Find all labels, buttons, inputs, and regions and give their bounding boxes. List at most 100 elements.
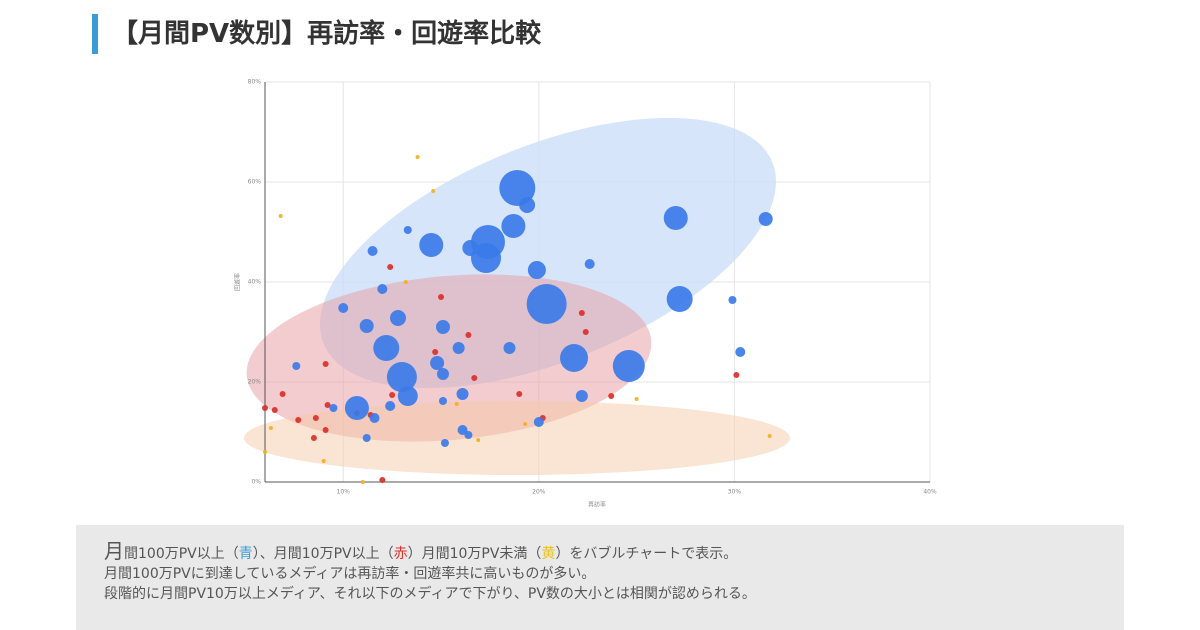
- bubble: [360, 480, 365, 484]
- bubble: [527, 261, 546, 279]
- bubble: [471, 375, 478, 381]
- y-tick-label: 0%: [251, 479, 261, 486]
- bubble: [499, 170, 536, 206]
- bubble: [438, 397, 447, 405]
- bubble: [338, 303, 349, 313]
- caption-text: 間100万PV以上（: [124, 546, 239, 562]
- bubble: [279, 391, 286, 397]
- bubble: [634, 397, 639, 401]
- y-tick-label: 20%: [248, 379, 262, 386]
- x-tick-label: 10%: [337, 489, 351, 496]
- bubble: [386, 362, 417, 392]
- bubble: [516, 391, 523, 397]
- bubble: [430, 356, 445, 370]
- bubble: [419, 233, 444, 257]
- x-tick-label: 40%: [923, 489, 937, 496]
- bubble: [733, 372, 740, 378]
- bubble: [271, 407, 278, 413]
- caption-text: 赤: [393, 546, 408, 562]
- bubble: [278, 214, 283, 218]
- bubble: [362, 434, 371, 442]
- bubble: [465, 332, 472, 338]
- bubble: [321, 459, 326, 463]
- bubble: [608, 393, 615, 399]
- bubble: [385, 401, 396, 411]
- bubble: [389, 392, 396, 398]
- caption-text: 青: [238, 546, 253, 562]
- bubble: [728, 296, 737, 304]
- caption-text: ）をバブルチャートで表示。: [555, 546, 738, 562]
- bubble: [390, 310, 406, 326]
- bubble: [322, 427, 329, 433]
- bubble: [369, 413, 380, 423]
- bubble: [454, 402, 459, 406]
- bubble: [735, 347, 746, 357]
- y-tick-label: 40%: [248, 279, 262, 286]
- bubble: [471, 243, 502, 273]
- bubble: [462, 240, 479, 256]
- bubble: [292, 362, 301, 370]
- bubble: [403, 226, 412, 234]
- x-tick-label: 20%: [532, 489, 546, 496]
- bubble: [457, 425, 468, 435]
- bubble: [310, 435, 317, 441]
- bubble: [262, 405, 268, 411]
- slide-title: 【月間PV数別】再訪率・回遊率比較: [92, 14, 541, 54]
- bubble: [533, 417, 544, 427]
- y-tick-label: 80%: [248, 79, 262, 86]
- caption: 月間100万PV以上（青）、月間10万PV以上（赤）月間10万PV未満（黄）をバ…: [76, 525, 1124, 630]
- bubble: [344, 396, 369, 420]
- bubble: [464, 431, 473, 439]
- bubble: [435, 320, 450, 334]
- caption-text: 月: [104, 539, 124, 563]
- bubble: [329, 404, 338, 412]
- bubble: [263, 450, 267, 454]
- bubble: [377, 284, 388, 294]
- caption-text: ）月間10万PV未満（: [407, 546, 542, 562]
- caption-text: 黄: [541, 546, 556, 562]
- caption-line: 月間100万PVに到達しているメディアは再訪率・回遊率共に高いものが多い。: [104, 566, 596, 582]
- bubble: [432, 349, 439, 355]
- bubble: [666, 286, 693, 312]
- bubble: [324, 402, 331, 408]
- x-tick-label: 30%: [728, 489, 742, 496]
- caption-line: 段階的に月間PV10万以上メディア、それ以下のメディアで下がり、PV数の大小とは…: [104, 586, 756, 602]
- bubble: [612, 350, 645, 382]
- bubble: [523, 422, 528, 426]
- bubble: [367, 246, 378, 256]
- bubble: [312, 415, 319, 421]
- bubble: [501, 214, 526, 238]
- bubble: [397, 386, 418, 406]
- bubble: [379, 477, 386, 483]
- bubble: [575, 390, 588, 402]
- bubble: [452, 342, 465, 354]
- y-axis-title: 回遊率: [234, 273, 242, 291]
- bubble: [438, 294, 445, 300]
- caption-line: 月間100万PV以上（青）、月間10万PV以上（赤）月間10万PV未満（黄）をバ…: [104, 541, 1124, 564]
- bubble: [403, 280, 408, 284]
- bubble: [440, 439, 449, 447]
- bubble: [758, 212, 773, 226]
- bubble: [431, 189, 436, 193]
- bubble: [582, 329, 589, 335]
- y-tick-label: 60%: [248, 179, 262, 186]
- bubble: [503, 342, 516, 354]
- x-axis-title: 再訪率: [588, 501, 606, 509]
- bubble: [526, 284, 567, 324]
- group-ellipse: [244, 401, 790, 475]
- bubble: [560, 344, 589, 372]
- bubble: [456, 388, 469, 400]
- bubble: [519, 197, 536, 213]
- bubble: [322, 361, 329, 367]
- bubble: [767, 434, 772, 438]
- bubble: [387, 264, 394, 270]
- bubble: [476, 438, 481, 442]
- bubble: [373, 335, 400, 361]
- bubble: [295, 417, 302, 423]
- bubble: [584, 259, 595, 269]
- bubble: [578, 310, 585, 316]
- bubble: [359, 319, 374, 333]
- bubble: [415, 155, 420, 159]
- chart: 再訪率 回遊率 0% 20% 40% 60% 80% 10% 20% 30% 40%: [234, 79, 937, 509]
